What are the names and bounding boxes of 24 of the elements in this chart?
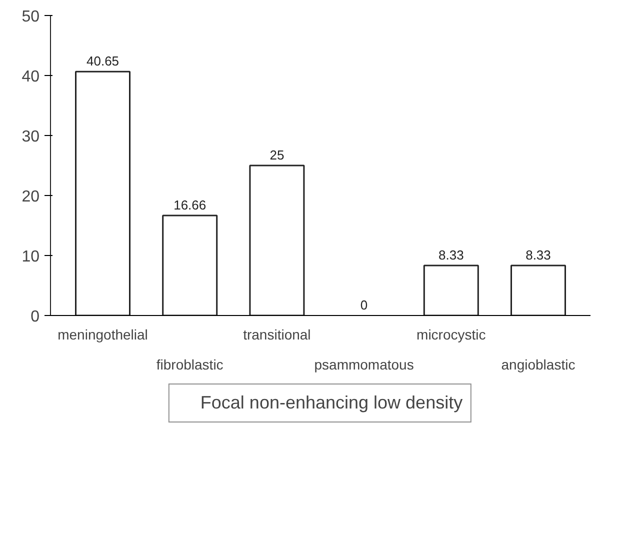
x-tick-label: meningothelial: [58, 326, 148, 342]
data-label: 0: [360, 298, 368, 312]
x-tick-label: psammomatous: [314, 356, 414, 372]
x-tick-label: fibroblastic: [156, 356, 224, 372]
data-label: 8.33: [438, 248, 464, 263]
bar: [249, 164, 305, 316]
x-tick-label: transitional: [243, 326, 311, 342]
y-tick-label: 30: [22, 128, 40, 146]
y-tick-label: 20: [22, 188, 40, 206]
x-tick-label: angioblastic: [501, 356, 576, 372]
data-label: 8.33: [526, 248, 551, 263]
x-tick-label: microcystic: [416, 326, 486, 342]
bar: [510, 264, 566, 316]
bar: [423, 264, 479, 316]
bar: [75, 70, 131, 316]
y-tick-label: 50: [22, 8, 40, 26]
bar: [162, 214, 218, 316]
y-tick-label: 0: [30, 308, 40, 326]
data-label: 25: [270, 148, 284, 162]
y-tick-label: 40: [22, 68, 40, 86]
y-tick-label: 10: [22, 248, 40, 266]
data-label: 16.66: [174, 198, 206, 213]
data-label: 40.65: [86, 54, 120, 69]
text: Focal non-enhancing low density: [200, 392, 463, 414]
